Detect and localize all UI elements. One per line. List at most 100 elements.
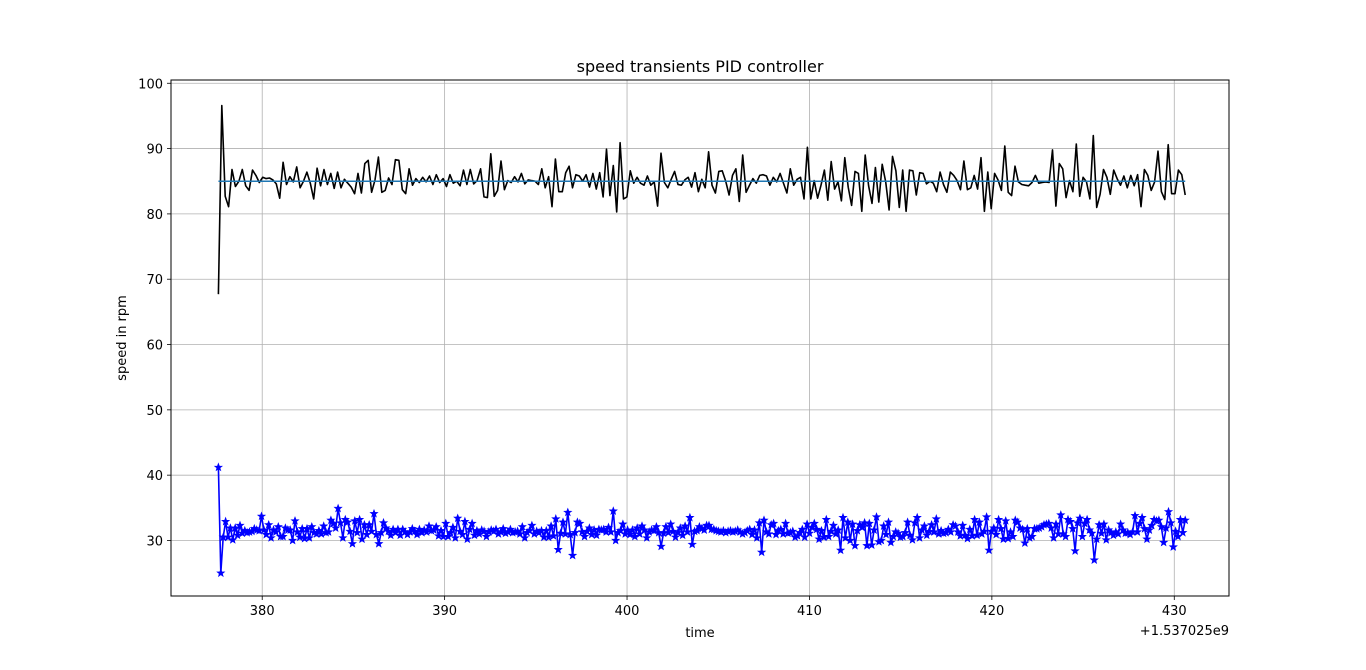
axis-ticks: 380 390 400 410 420 430 30 40 50 60 70 80 90 100: [138, 77, 1187, 619]
series-2-point: [1166, 517, 1176, 527]
y-tick-label: 70: [146, 273, 163, 288]
series-2-point: [1051, 519, 1061, 529]
series-2-point: [929, 527, 939, 536]
series-2-point: [905, 530, 915, 540]
series-2-point: [1013, 517, 1023, 527]
series-2-point: [914, 533, 925, 542]
series-2-point: [553, 544, 563, 554]
series-2-point: [969, 514, 980, 524]
series-2-point: [867, 540, 877, 549]
series-2-point: [347, 538, 357, 548]
series-2-point: [1115, 519, 1126, 529]
series-2-point: [804, 528, 815, 538]
x-tick-label: 380: [250, 604, 275, 619]
series-2-point: [759, 515, 769, 525]
series-2-point: [768, 518, 779, 528]
series-2-point: [342, 517, 353, 527]
series-2-point: [491, 524, 501, 534]
plot-area: [213, 104, 1190, 578]
series-2-point: [950, 521, 961, 530]
series-2-point: [745, 524, 755, 534]
series-2-point: [835, 545, 846, 555]
series-2-point: [1137, 512, 1147, 522]
series-2-point: [1008, 531, 1018, 541]
series-2-point: [919, 521, 930, 530]
series-2-point: [788, 526, 798, 536]
series-2-point: [378, 517, 389, 527]
series-2-point: [838, 512, 848, 522]
series-2-point: [1082, 514, 1092, 524]
series-2-point: [1075, 513, 1085, 523]
series-2-point: [295, 532, 305, 542]
series-2-point: [441, 518, 451, 528]
series-2-point: [1139, 523, 1150, 533]
series-2-point: [1005, 527, 1016, 536]
series-2-point: [1072, 517, 1083, 527]
series-2-point: [235, 520, 245, 530]
series-2-point: [845, 535, 855, 545]
y-tick-label: 40: [146, 469, 163, 484]
series-2-point: [776, 524, 786, 534]
series-2-point: [797, 524, 807, 534]
series-2-point: [524, 525, 535, 535]
series-2-point: [687, 539, 697, 549]
series-2-point: [780, 518, 791, 528]
series-2-point: [1044, 518, 1054, 528]
series-2-point: [436, 525, 446, 535]
series-2-point: [290, 516, 300, 525]
x-axis-label: time: [685, 626, 714, 641]
series-2-point: [256, 511, 267, 521]
series-2-point: [323, 527, 334, 536]
series-2-point: [285, 525, 295, 535]
series-2-point: [989, 523, 999, 532]
series-2-point: [637, 521, 647, 530]
y-tick-label: 100: [138, 77, 163, 92]
series-2-point: [467, 518, 477, 528]
grid: [171, 80, 1229, 596]
series-2-point: [881, 529, 891, 539]
x-tick-label: 390: [432, 604, 457, 619]
series-2-point: [747, 529, 757, 539]
series-2-point: [1130, 510, 1140, 520]
series-2-point: [1101, 534, 1111, 544]
series-2-point: [704, 520, 714, 530]
series-2-point: [1096, 528, 1107, 538]
series-2-point: [548, 531, 559, 540]
series-2-point: [1070, 546, 1080, 555]
series-2-point: [965, 524, 975, 534]
series-2-point: [1020, 538, 1030, 547]
series-2-point: [352, 527, 362, 537]
series-2-point: [927, 519, 937, 529]
series-2-point: [893, 528, 903, 538]
series-2-point: [625, 529, 635, 539]
series-2-point: [1027, 531, 1037, 541]
series-2-point: [1077, 531, 1087, 541]
series-2-point: [764, 529, 774, 538]
series-2-point: [910, 517, 920, 527]
series-2-point: [546, 521, 556, 530]
series-2-point: [1168, 542, 1178, 551]
series-2-point: [651, 521, 662, 531]
series-2-point: [816, 525, 827, 535]
series-2-point: [685, 512, 695, 522]
series-2-point: [462, 534, 472, 544]
series-2-point: [1135, 518, 1145, 528]
series-2-point: [278, 531, 288, 541]
series-2-point: [673, 527, 683, 537]
series-2-point: [924, 526, 934, 536]
y-tick-label: 50: [146, 404, 163, 419]
series-2-point: [974, 517, 985, 527]
x-axis-offset-label: +1.537025e9: [1140, 624, 1229, 639]
series-2-point: [307, 521, 317, 531]
series-2-point: [520, 533, 530, 542]
series-2-point: [587, 529, 597, 539]
series-2-point: [642, 533, 652, 542]
series-2-point: [869, 525, 879, 535]
series-2-point: [812, 524, 822, 534]
series-2-point: [287, 535, 298, 545]
series-2-point: [1132, 527, 1143, 536]
series-2-point: [847, 519, 858, 529]
series-2-point: [979, 526, 989, 536]
series-1-line: [217, 104, 1186, 295]
